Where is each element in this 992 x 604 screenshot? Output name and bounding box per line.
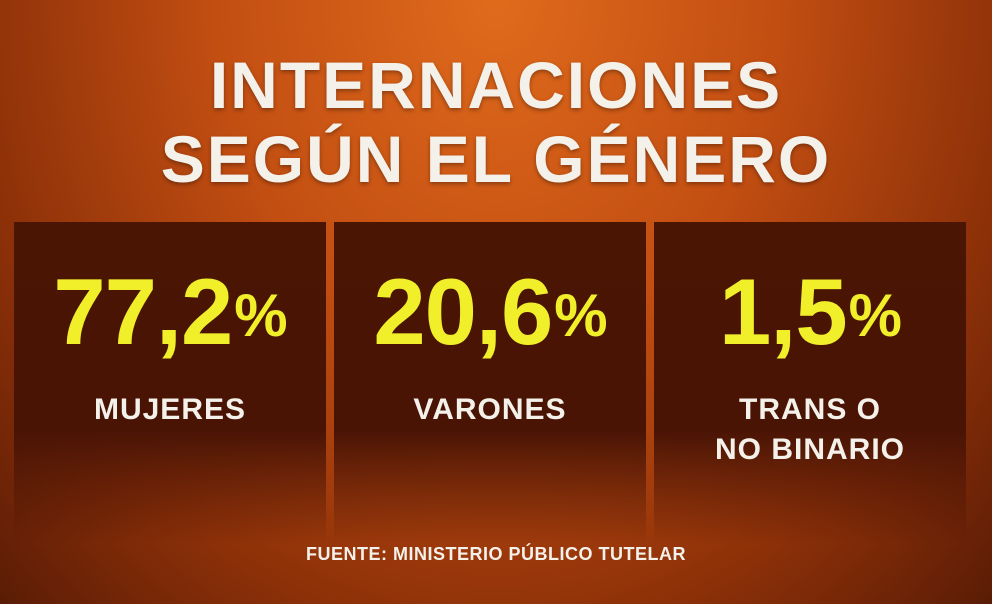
stat-value: 77,2% [14, 262, 326, 366]
stat-label-line-2: NO BINARIO [715, 433, 905, 466]
stat-label: TRANS O NO BINARIO [654, 390, 966, 470]
stat-label-line-1: MUJERES [93, 393, 247, 426]
stats-panels: 77,2% MUJERES 20,6% VARONES 1,5% TRANS O… [14, 222, 966, 544]
stat-panel-varones: 20,6% VARONES [334, 222, 646, 544]
stat-panel-mujeres: 77,2% MUJERES [14, 222, 326, 544]
page-title: INTERNACIONES SEGÚN EL GÉNERO [0, 48, 992, 196]
stat-label-line-1: VARONES [413, 393, 567, 426]
stat-value: 1,5% [654, 262, 966, 366]
stat-value: 20,6% [334, 262, 646, 366]
stat-label: VARONES [334, 390, 646, 430]
stat-panel-trans-no-binario: 1,5% TRANS O NO BINARIO [654, 222, 966, 544]
percent-sign: % [554, 282, 607, 349]
stat-number: 1,5 [718, 259, 848, 364]
source-caption: FUENTE: MINISTERIO PÚBLICO TUTELAR [306, 544, 686, 564]
title-line-2: SEGÚN EL GÉNERO [160, 122, 832, 196]
percent-sign: % [848, 282, 902, 349]
percent-sign: % [234, 282, 287, 349]
stat-label: MUJERES [14, 390, 326, 430]
title-line-1: INTERNACIONES [209, 48, 783, 122]
stat-number: 20,6 [373, 259, 553, 364]
stat-number: 77,2 [53, 259, 233, 364]
stat-label-line-1: TRANS O [739, 393, 881, 426]
